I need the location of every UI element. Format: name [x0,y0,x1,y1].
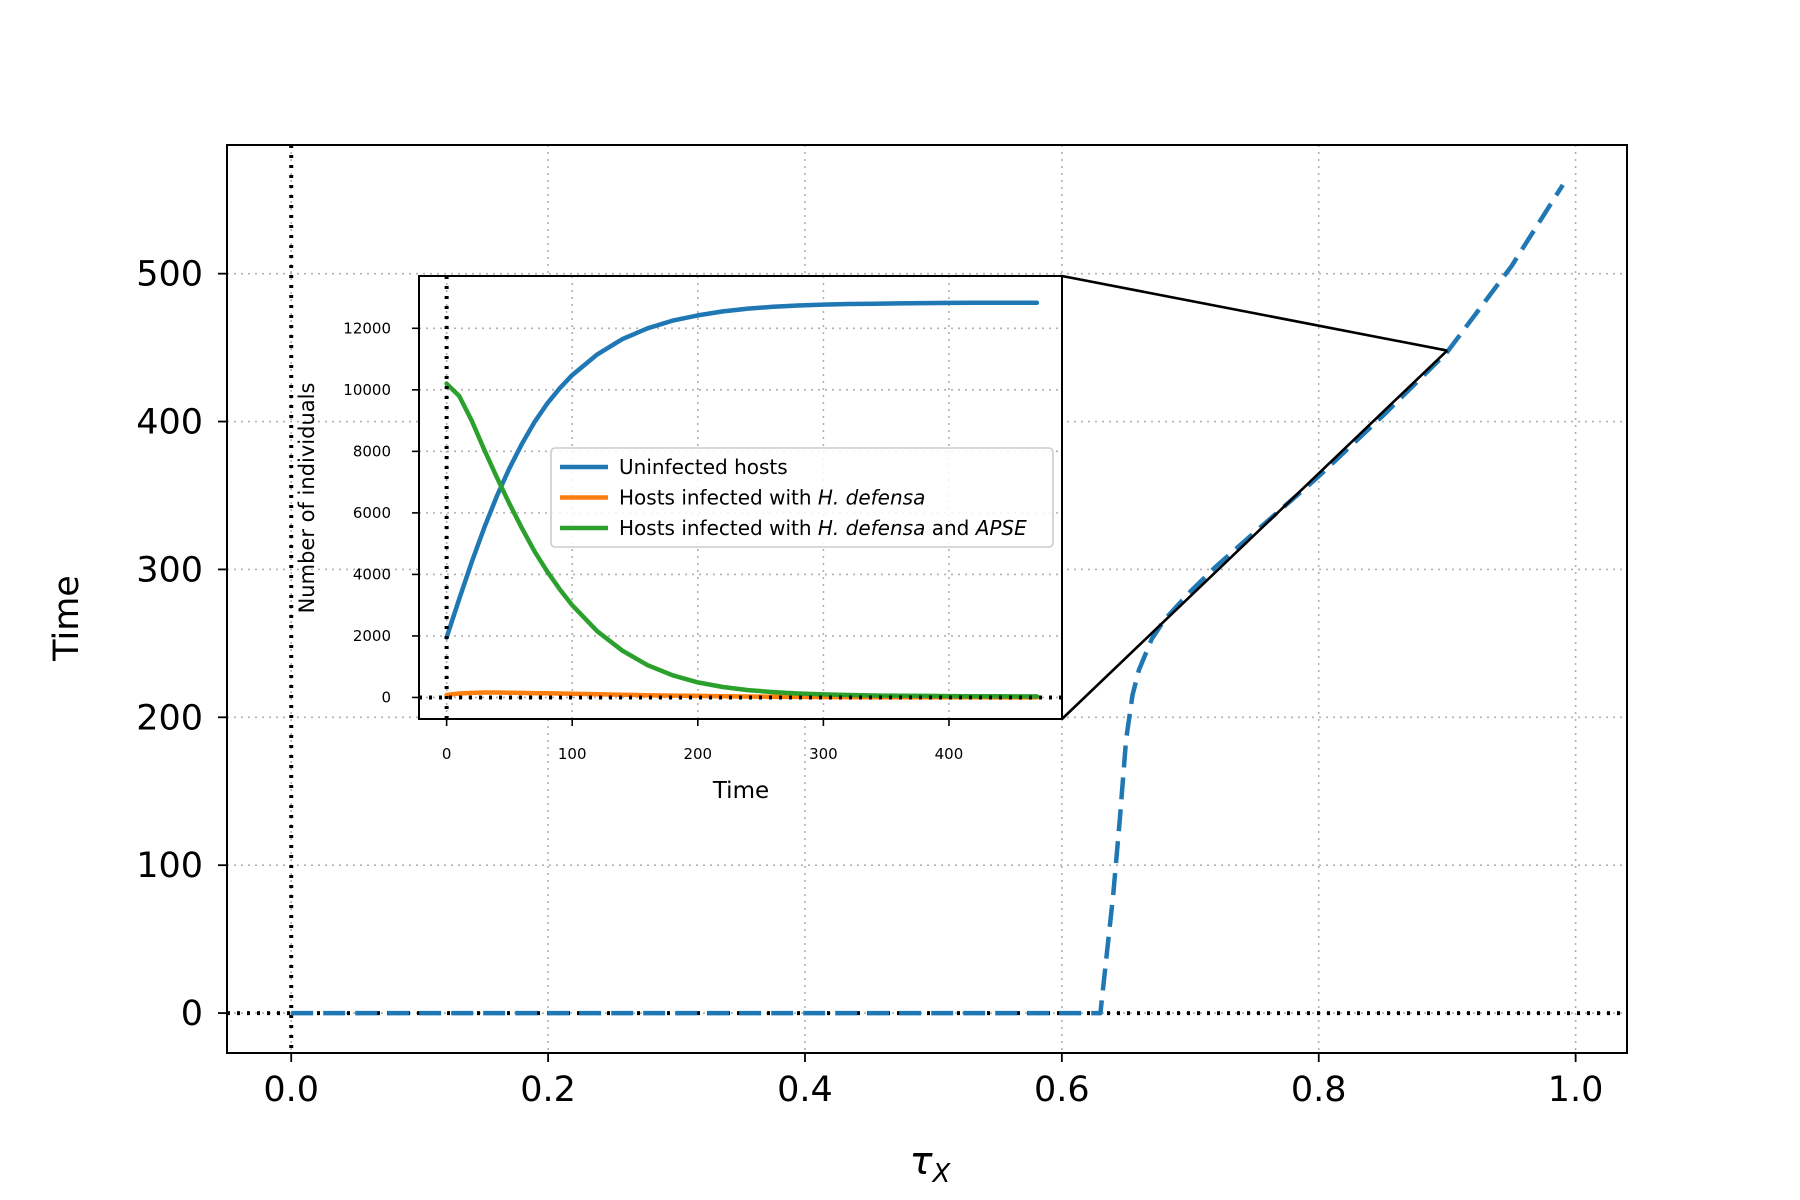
main-x-axis-label: τX [910,1139,952,1189]
main-series-layer [291,183,1565,1016]
inset-reference-lines [419,276,1062,719]
inset-x-tick-label: 0 [442,745,452,763]
inset-axes: 0 100 200 300 400 0 2000 4000 6000 8000 10000 1200… [295,275,1063,804]
main-y-axis-label: Time [47,575,87,662]
inset-x-ticks: 0 100 200 300 400 [442,719,963,763]
legend-label-part: APSE [974,516,1027,540]
main-y-tick-label: 400 [136,403,203,443]
legend-label-part: Uninfected hosts [619,455,788,479]
legend-label-2: Hosts infected with H. defensa and APSE [619,516,1027,540]
legend-label-part: H. defensa [818,486,925,510]
legend-box [550,447,1054,548]
inset-y-tick-label: 6000 [353,504,391,522]
inset-series-line-2 [444,381,1040,699]
main-y-tick-label: 300 [136,550,203,590]
inset-x-tick-label: 200 [683,745,712,763]
main-y-tick-label: 500 [136,255,203,295]
inset-y-tick-label: 12000 [343,319,391,337]
main-x-tick-label: 0.6 [1034,1070,1090,1110]
main-y-tick-label: 0 [181,994,203,1034]
main-x-tick-label: 1.0 [1548,1070,1604,1110]
legend-label-part: and [925,516,975,540]
main-series-line-0 [291,183,1565,1016]
inset-series-layer [444,300,1040,700]
inset-y-tick-label: 4000 [353,565,391,583]
inset-y-tick-label: 8000 [353,442,391,460]
inset-y-tick-label: 0 [381,688,391,706]
zoom-connectors [1061,274,1449,720]
legend-label-part: Hosts infected with [619,486,818,510]
inset-legend: Uninfected hosts Hosts infected with H. d… [550,447,1054,548]
inset-y-tick-label: 2000 [353,627,391,645]
main-x-tick-label: 0.8 [1291,1070,1347,1110]
inset-plot-frame [418,275,1063,720]
legend-label-1: Hosts infected with H. defensa [619,486,925,510]
legend-label-0: Uninfected hosts [619,455,788,479]
main-reference-lines [227,145,1627,1053]
main-x-tick-label: 0.2 [520,1070,576,1110]
main-y-tick-label: 100 [136,846,203,886]
zoom-connector-top [1061,274,1448,352]
inset-y-axis-label: Number of individuals [295,383,319,614]
main-y-ticks: 0 100 200 300 400 500 [136,255,227,1034]
main-x-tick-label: 0.4 [777,1070,833,1110]
legend-label-part: H. defensa [818,516,925,540]
main-plot-frame [226,144,1628,1054]
inset-y-tick-label: 10000 [343,381,391,399]
main-x-ticks: 0.0 0.2 0.4 0.6 0.8 1.0 [263,1053,1603,1110]
main-x-tick-label: 0.0 [263,1070,319,1110]
inset-series-line-0 [444,300,1040,640]
zoom-connector-bottom [1061,349,1449,720]
inset-x-tick-label: 100 [558,745,587,763]
main-axes: 0.0 0.2 0.4 0.6 0.8 1.0 0 100 200 300 400 500 Time… [47,144,1628,1189]
inset-x-axis-label: Time [712,778,769,804]
inset-y-ticks: 0 2000 4000 6000 8000 10000 12000 [343,319,419,706]
main-y-tick-label: 200 [136,698,203,738]
inset-x-tick-label: 300 [809,745,838,763]
inset-x-tick-label: 400 [935,745,964,763]
legend-label-part: Hosts infected with [619,516,818,540]
